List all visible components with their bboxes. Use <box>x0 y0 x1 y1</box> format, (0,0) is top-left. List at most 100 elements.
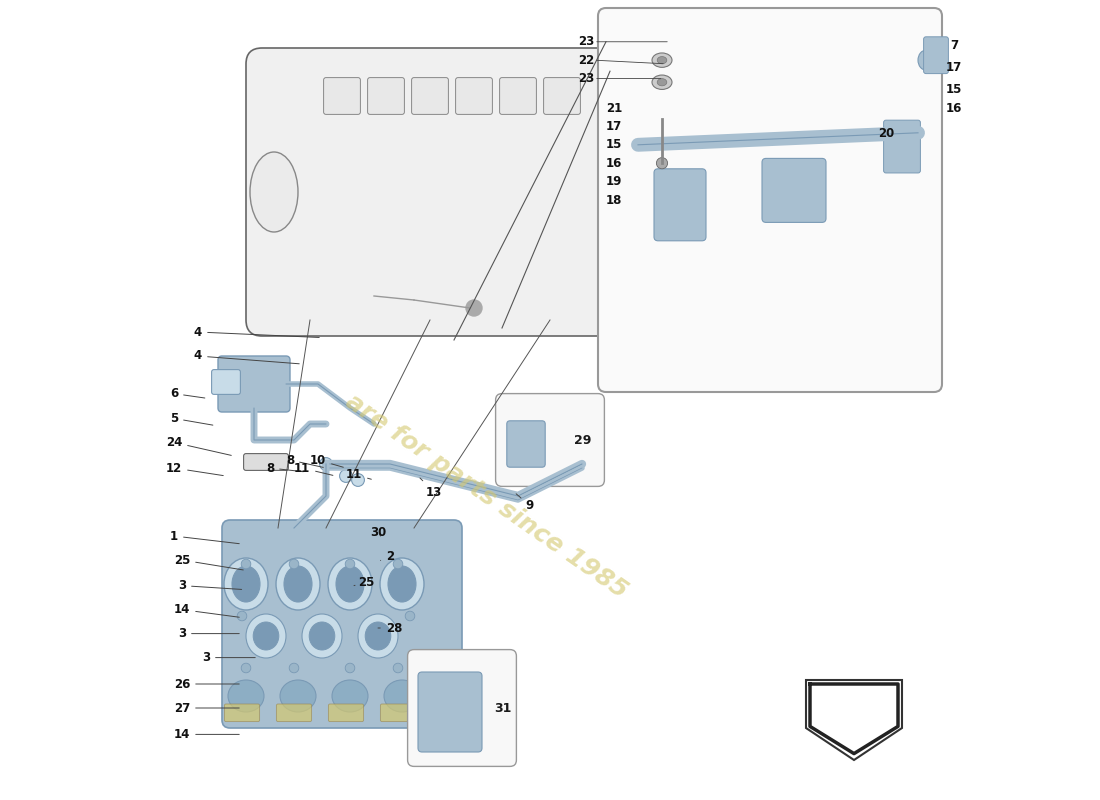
Text: 3: 3 <box>178 627 239 640</box>
Ellipse shape <box>365 622 390 650</box>
Text: 17: 17 <box>946 61 962 74</box>
Ellipse shape <box>918 50 934 70</box>
Text: 23: 23 <box>578 35 594 48</box>
FancyBboxPatch shape <box>323 78 361 114</box>
Circle shape <box>393 663 403 673</box>
FancyBboxPatch shape <box>496 394 604 486</box>
Text: 31: 31 <box>494 702 512 714</box>
Text: 2: 2 <box>381 550 394 562</box>
Text: 30: 30 <box>370 526 386 538</box>
Text: 10: 10 <box>310 454 343 467</box>
Ellipse shape <box>336 566 364 602</box>
Text: 1: 1 <box>169 530 239 544</box>
Text: 4: 4 <box>194 326 319 338</box>
Text: 4: 4 <box>194 350 299 364</box>
FancyBboxPatch shape <box>455 78 493 114</box>
Text: 3: 3 <box>202 651 255 664</box>
Ellipse shape <box>228 680 264 712</box>
Circle shape <box>320 458 332 470</box>
Ellipse shape <box>384 680 420 712</box>
Text: 14: 14 <box>174 603 239 618</box>
Text: 20: 20 <box>878 127 894 140</box>
FancyBboxPatch shape <box>543 78 581 114</box>
Text: 3: 3 <box>178 579 242 592</box>
Circle shape <box>657 158 668 169</box>
Text: 16: 16 <box>606 157 623 170</box>
Circle shape <box>345 663 355 673</box>
Circle shape <box>340 470 352 482</box>
Ellipse shape <box>232 566 260 602</box>
Text: 29: 29 <box>574 434 592 446</box>
Text: 27: 27 <box>174 702 239 714</box>
Ellipse shape <box>284 566 312 602</box>
Ellipse shape <box>388 566 416 602</box>
Ellipse shape <box>250 152 298 232</box>
Circle shape <box>466 300 482 316</box>
FancyBboxPatch shape <box>329 704 364 722</box>
Text: 25: 25 <box>354 576 374 589</box>
FancyBboxPatch shape <box>367 78 405 114</box>
FancyBboxPatch shape <box>243 454 288 470</box>
Circle shape <box>238 611 246 621</box>
Ellipse shape <box>652 53 672 67</box>
FancyBboxPatch shape <box>499 78 537 114</box>
Ellipse shape <box>246 614 286 658</box>
Ellipse shape <box>652 75 672 90</box>
FancyBboxPatch shape <box>246 48 678 336</box>
Text: 5: 5 <box>169 412 213 425</box>
FancyBboxPatch shape <box>883 120 921 173</box>
Text: 22: 22 <box>578 54 594 66</box>
Ellipse shape <box>309 622 334 650</box>
FancyBboxPatch shape <box>381 704 416 722</box>
Text: 13: 13 <box>420 478 442 498</box>
FancyBboxPatch shape <box>507 421 546 467</box>
Text: 26: 26 <box>174 678 239 690</box>
Text: 25: 25 <box>174 554 243 570</box>
Ellipse shape <box>328 558 372 610</box>
FancyBboxPatch shape <box>762 158 826 222</box>
Text: 18: 18 <box>606 194 623 206</box>
Text: 23: 23 <box>578 72 594 85</box>
Text: 19: 19 <box>606 175 623 188</box>
Ellipse shape <box>332 680 368 712</box>
FancyBboxPatch shape <box>598 8 942 392</box>
Polygon shape <box>806 680 902 760</box>
Ellipse shape <box>276 558 320 610</box>
FancyBboxPatch shape <box>218 356 290 412</box>
Circle shape <box>405 611 415 621</box>
Ellipse shape <box>657 78 667 86</box>
Text: 24: 24 <box>166 436 231 455</box>
Circle shape <box>345 559 355 569</box>
FancyBboxPatch shape <box>654 169 706 241</box>
Text: 11: 11 <box>345 468 372 481</box>
Circle shape <box>241 559 251 569</box>
FancyBboxPatch shape <box>924 37 948 74</box>
Circle shape <box>241 663 251 673</box>
Text: 15: 15 <box>606 138 623 151</box>
Text: 8: 8 <box>266 462 304 474</box>
Circle shape <box>289 559 299 569</box>
Ellipse shape <box>224 558 268 610</box>
Ellipse shape <box>638 192 670 256</box>
Text: 8: 8 <box>286 454 323 467</box>
Text: are for parts since 1985: are for parts since 1985 <box>341 389 631 603</box>
Text: 21: 21 <box>606 102 623 114</box>
Text: 28: 28 <box>378 622 403 634</box>
Ellipse shape <box>253 622 278 650</box>
FancyBboxPatch shape <box>222 520 462 728</box>
Ellipse shape <box>657 57 667 64</box>
Ellipse shape <box>379 558 424 610</box>
Text: 6: 6 <box>169 387 205 400</box>
Ellipse shape <box>358 614 398 658</box>
FancyBboxPatch shape <box>411 78 449 114</box>
Circle shape <box>352 474 364 486</box>
Text: 12: 12 <box>166 462 223 475</box>
Circle shape <box>289 663 299 673</box>
Text: 11: 11 <box>294 462 333 475</box>
Text: 16: 16 <box>946 102 962 114</box>
Text: 9: 9 <box>516 494 535 512</box>
Text: 14: 14 <box>174 728 239 741</box>
FancyBboxPatch shape <box>276 704 311 722</box>
Text: 15: 15 <box>946 83 962 96</box>
Text: 17: 17 <box>606 120 623 133</box>
